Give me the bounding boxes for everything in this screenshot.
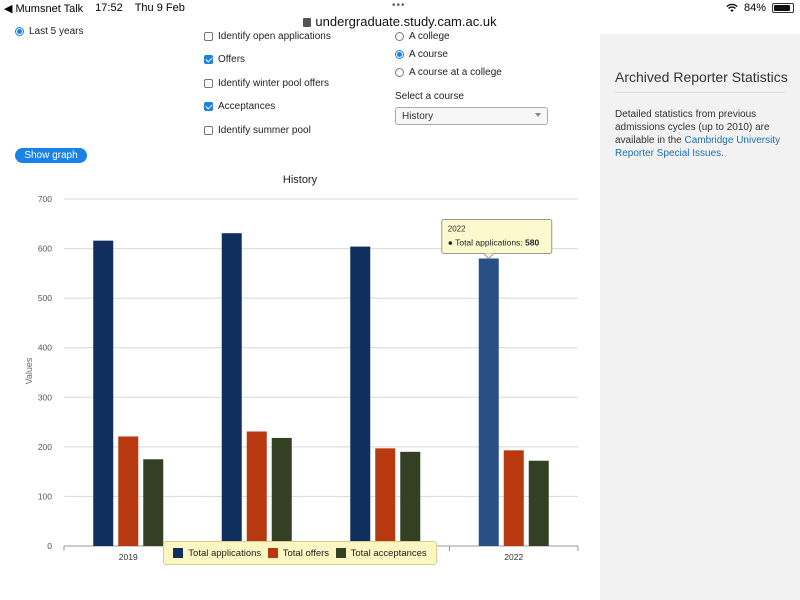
url-text: undergraduate.study.cam.ac.uk	[315, 14, 497, 29]
legend-label: Total acceptances	[350, 547, 427, 559]
status-bar: ◀ Mumsnet Talk 17:52 Thu 9 Feb ••• 84%	[0, 0, 800, 16]
radio-course[interactable]: A course	[395, 49, 448, 60]
bar-total-acceptances	[528, 460, 549, 546]
bar-total-acceptances	[271, 437, 292, 546]
y-tick-label: 300	[38, 392, 52, 402]
course-select[interactable]: History	[395, 107, 548, 125]
bar-total-acceptances	[400, 451, 421, 546]
radio-college[interactable]: A college	[395, 31, 450, 42]
legend-item-applications[interactable]: Total applications	[173, 548, 261, 559]
back-to-app-link[interactable]: ◀ Mumsnet Talk	[4, 3, 84, 15]
checkbox-box[interactable]	[204, 79, 213, 88]
y-tick-label: 100	[38, 491, 52, 501]
radio-course-at-college[interactable]: A course at a college	[395, 67, 502, 78]
bar-total-applications	[221, 233, 242, 546]
radio-label: A course at a college	[409, 67, 502, 78]
status-time: 17:52	[95, 2, 123, 14]
main-content: Last 5 years Identify open applications …	[0, 26, 600, 600]
checkbox-label: Offers	[218, 54, 246, 65]
legend-swatch	[173, 548, 184, 558]
radio-button[interactable]	[395, 50, 404, 59]
tooltip-value-line: ● Total applications: 580	[448, 237, 540, 247]
bar-total-applications	[478, 258, 499, 546]
checkbox-acceptances[interactable]: Acceptances	[204, 101, 275, 112]
legend-item-offers[interactable]: Total offers	[267, 547, 330, 559]
y-tick-label: 600	[38, 244, 52, 254]
select-course-label: Select a course	[395, 91, 464, 102]
chart-y-axis-label: Values	[24, 357, 34, 384]
show-graph-button[interactable]: Show graph	[15, 148, 87, 163]
sidebar-description: Detailed statistics from previous admiss…	[615, 108, 790, 160]
sidebar-text-after: .	[721, 148, 724, 159]
checkbox-winter-pool[interactable]: Identify winter pool offers	[204, 78, 329, 89]
period-radio[interactable]	[15, 27, 24, 36]
battery-percent: 84%	[743, 2, 766, 14]
chart-tooltip: 2022 ● Total applications: 580	[441, 218, 553, 260]
course-select-value: History	[402, 111, 434, 122]
period-option[interactable]: Last 5 years	[15, 26, 83, 37]
x-tick-label: 2019	[119, 552, 138, 562]
status-date: Thu 9 Feb	[134, 2, 185, 14]
checkbox-box[interactable]	[204, 55, 213, 64]
reporter-special-issues-link[interactable]: Cambridge University Reporter Special Is…	[615, 135, 781, 159]
checkbox-offers[interactable]: Offers	[204, 54, 245, 65]
history-chart: History Values 0 100 200 300 400 500 600 700 20…	[24, 174, 579, 562]
period-label: Last 5 years	[29, 26, 84, 37]
bar-total-offers	[503, 450, 524, 546]
wifi-icon	[726, 3, 738, 12]
checkbox-open-applications[interactable]: Identify open applications	[204, 31, 331, 42]
checkbox-label: Acceptances	[218, 101, 276, 112]
y-tick-label: 700	[38, 194, 52, 204]
radio-button[interactable]	[395, 32, 404, 41]
y-tick-label: 400	[38, 343, 52, 353]
sidebar-text-before: Detailed statistics from previous admiss…	[615, 109, 770, 146]
legend-swatch	[267, 548, 278, 558]
tooltip-box	[441, 218, 553, 254]
checkbox-summer-pool[interactable]: Identify summer pool	[204, 125, 311, 136]
y-tick-label: 200	[38, 442, 52, 452]
legend-label: Total offers	[282, 547, 330, 559]
sidebar: Archived Reporter Statistics Detailed st…	[600, 34, 800, 600]
y-tick-label: 500	[38, 293, 52, 303]
battery-icon	[772, 3, 794, 13]
bar-total-offers	[118, 436, 139, 546]
bar-total-acceptances	[143, 459, 164, 546]
bar-total-applications	[93, 240, 114, 546]
radio-button[interactable]	[395, 68, 404, 77]
checkbox-box[interactable]	[204, 126, 213, 135]
bar-total-offers	[375, 448, 396, 546]
chart-legend: Total applications Total offers Total ac…	[163, 541, 437, 565]
tooltip-title: 2022	[448, 224, 466, 233]
sidebar-divider	[615, 92, 785, 93]
more-dots-icon[interactable]: •••	[392, 0, 406, 11]
bar-total-offers	[246, 431, 267, 546]
checkbox-label: Identify summer pool	[218, 125, 311, 136]
legend-swatch	[335, 548, 346, 558]
sidebar-title: Archived Reporter Statistics	[615, 69, 788, 85]
checkbox-label: Identify open applications	[218, 31, 331, 42]
checkbox-label: Identify winter pool offers	[218, 78, 329, 89]
legend-label: Total applications	[188, 547, 262, 559]
bar-total-applications	[350, 246, 371, 547]
y-tick-label: 0	[47, 541, 52, 551]
lock-icon	[303, 18, 312, 27]
checkbox-box[interactable]	[204, 32, 213, 41]
tooltip-pointer	[483, 253, 495, 260]
x-tick-label: 2022	[504, 552, 523, 562]
address-bar[interactable]: undergraduate.study.cam.ac.uk	[0, 14, 800, 34]
legend-item-acceptances[interactable]: Total acceptances	[335, 547, 427, 559]
chart-title: History	[283, 174, 318, 186]
chevron-down-icon	[535, 113, 541, 117]
radio-label: A course	[409, 49, 448, 60]
radio-label: A college	[409, 31, 450, 42]
checkbox-box[interactable]	[204, 102, 213, 111]
